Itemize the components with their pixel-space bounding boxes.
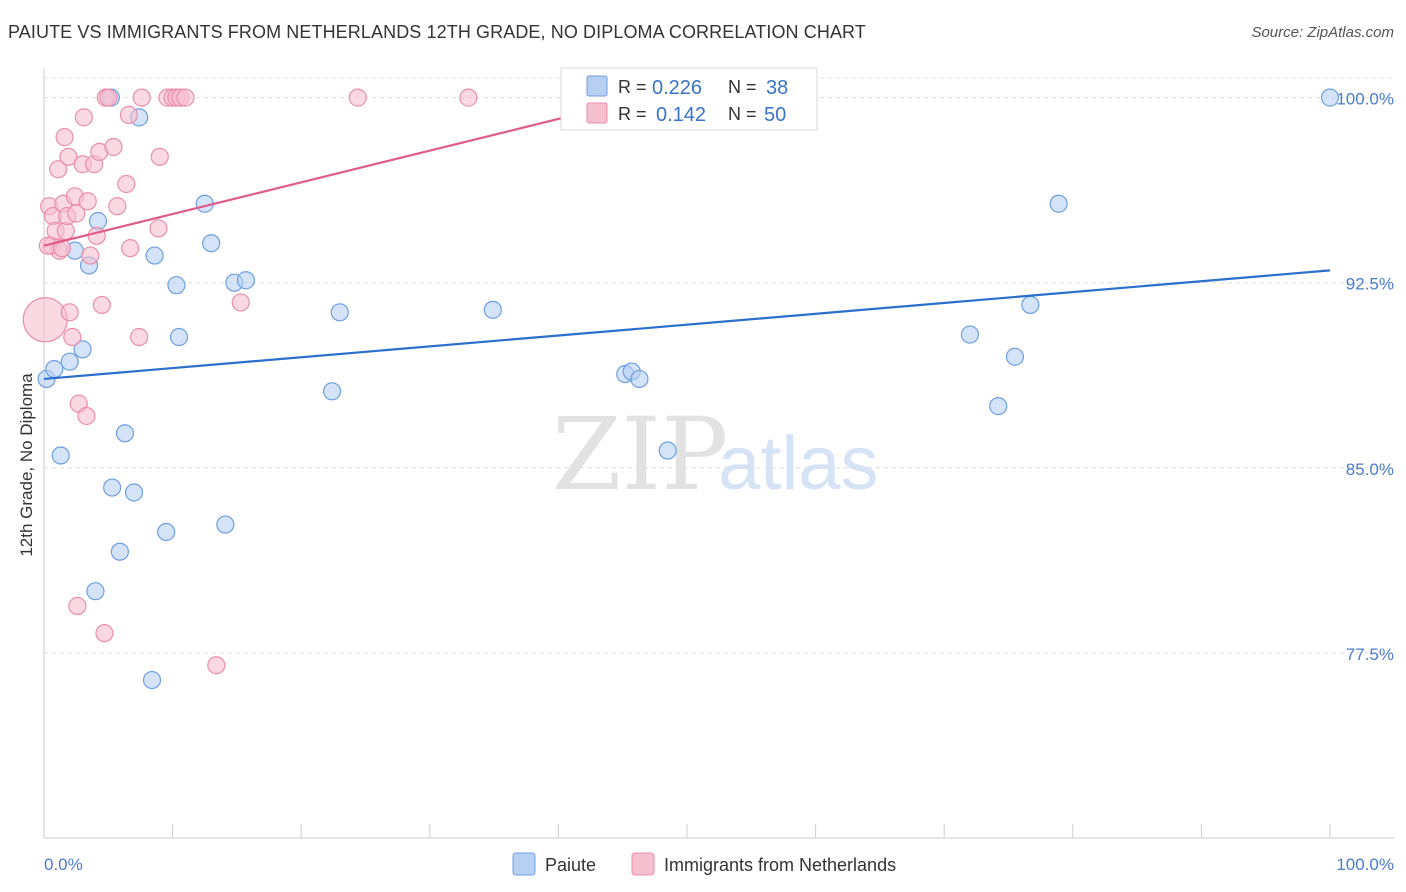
netherlands-point-22: [81, 246, 100, 265]
legend-n-netherlands: 50: [764, 104, 786, 126]
netherlands-point-29: [99, 88, 118, 107]
paiute-point-15: [142, 670, 162, 690]
gridlines: [44, 77, 1394, 654]
paiute-point-35: [1021, 295, 1040, 315]
paiute-point-24: [236, 271, 256, 290]
trend-line-netherlands: [43, 116, 566, 247]
netherlands-point-32: [117, 174, 136, 194]
legend-r-netherlands: 0.142: [656, 104, 706, 126]
paiute-point-5: [73, 340, 92, 359]
netherlands-point-12: [60, 303, 79, 322]
netherlands-point-44: [207, 656, 226, 675]
y-tick-label-2: 85.0%: [1346, 460, 1394, 479]
paiute-point-32: [960, 325, 980, 344]
paiute-point-18: [167, 276, 186, 295]
legend-r-label: R =: [618, 77, 647, 97]
bottom-legend: Paiute Immigrants from Netherlands: [512, 852, 896, 876]
trend-lines: [43, 116, 1331, 381]
paiute-point-12: [115, 424, 135, 443]
paiute-point-31: [658, 441, 677, 460]
legend-n-label: N =: [728, 77, 757, 97]
x-tick-min: 0.0%: [44, 855, 83, 874]
watermark-zip: ZIP: [552, 396, 728, 513]
watermark: ZIP atlas: [552, 396, 879, 513]
chart-title: PAIUTE VS IMMIGRANTS FROM NETHERLANDS 12…: [8, 22, 866, 42]
netherlands-point-21: [78, 192, 97, 211]
netherlands-point-30: [104, 137, 123, 157]
netherlands-point-46: [348, 88, 367, 107]
series-paiute: [37, 88, 1340, 690]
paiute-point-17: [157, 522, 176, 542]
netherlands-point-11: [59, 147, 78, 166]
paiute-point-10: [103, 478, 122, 497]
netherlands-point-49: [52, 239, 72, 258]
bottom-legend-swatch-paiute: [512, 852, 536, 876]
netherlands-point-15: [67, 204, 86, 223]
legend-n-paiute: 38: [766, 77, 788, 99]
bottom-legend-netherlands: Immigrants from Netherlands: [664, 855, 896, 875]
legend-r-paiute: 0.226: [652, 77, 702, 99]
netherlands-point-20: [77, 406, 96, 426]
paiute-point-26: [330, 303, 349, 322]
netherlands-point-45: [231, 293, 250, 312]
legend-box: R = 0.226 N = 38 R = 0.142 N = 50: [560, 67, 818, 131]
netherlands-point-24: [87, 226, 106, 245]
paiute-point-37: [1320, 88, 1340, 107]
paiute-point-22: [216, 515, 235, 534]
y-tick-label-0: 100.0%: [1336, 90, 1394, 109]
axes: 100.0% 92.5% 85.0% 77.5%: [43, 68, 1394, 839]
watermark-atlas: atlas: [718, 421, 879, 506]
paiute-point-11: [110, 542, 129, 561]
paiute-point-30: [630, 369, 649, 389]
netherlands-point-8: [55, 128, 74, 147]
netherlands-point-13: [63, 327, 82, 347]
paiute-point-16: [145, 246, 164, 265]
paiute-point-34: [1005, 347, 1025, 366]
paiute-point-3: [60, 352, 79, 371]
netherlands-point-33: [119, 105, 138, 124]
y-tick-label-1: 92.5%: [1346, 275, 1394, 294]
netherlands-point-27: [95, 624, 114, 643]
paiute-point-36: [1049, 194, 1068, 213]
x-tick-max: 100.0%: [1336, 855, 1394, 874]
paiute-point-2: [51, 446, 70, 465]
legend-swatch-paiute: [586, 75, 608, 97]
paiute-point-27: [483, 300, 502, 319]
netherlands-point-36: [132, 88, 151, 107]
trend-line-paiute: [43, 269, 1331, 381]
paiute-point-25: [322, 382, 342, 401]
netherlands-point-34: [121, 239, 140, 258]
netherlands-point-47: [459, 88, 478, 107]
series-netherlands: [22, 88, 478, 675]
legend-n-label-2: N =: [728, 104, 757, 124]
paiute-point-21: [202, 234, 221, 253]
y-tick-label-3: 77.5%: [1346, 645, 1394, 664]
netherlands-point-26: [92, 295, 111, 315]
paiute-point-1: [45, 359, 64, 379]
netherlands-point-5: [49, 160, 68, 179]
netherlands-point-0: [22, 297, 68, 343]
netherlands-point-43: [176, 88, 195, 107]
netherlands-point-19: [74, 108, 93, 127]
paiute-point-7: [86, 582, 105, 601]
paiute-point-33: [989, 397, 1008, 416]
netherlands-point-35: [130, 327, 149, 347]
y-axis-label: 12th Grade, No Diploma: [17, 373, 36, 557]
legend-swatch-netherlands: [586, 102, 608, 124]
netherlands-point-38: [150, 147, 169, 166]
bottom-legend-swatch-netherlands: [631, 852, 655, 876]
legend-r-label-2: R =: [618, 104, 647, 124]
paiute-point-19: [169, 327, 189, 347]
source-label: Source: ZipAtlas.com: [1251, 24, 1394, 41]
netherlands-point-16: [68, 596, 87, 616]
netherlands-point-37: [149, 219, 168, 238]
paiute-point-13: [124, 483, 144, 502]
netherlands-point-31: [108, 197, 127, 216]
bottom-legend-paiute: Paiute: [545, 855, 596, 875]
